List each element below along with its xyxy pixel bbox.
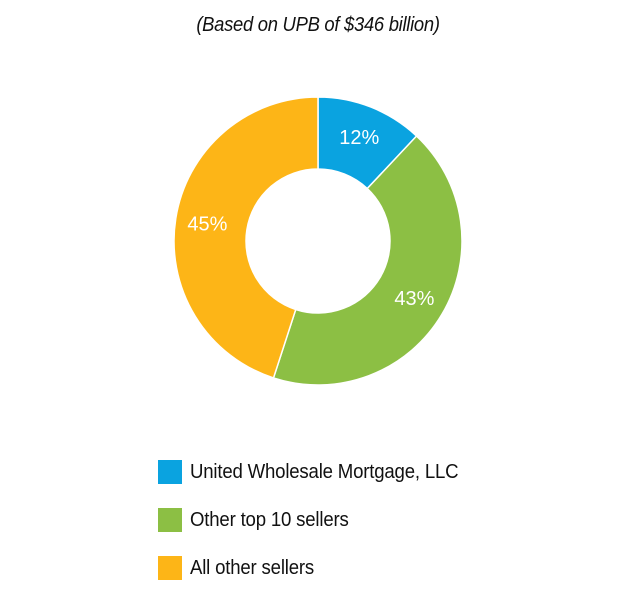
legend-swatch-united-wholesale-mortgage (158, 460, 182, 484)
legend-label-all-other-sellers: All other sellers (190, 556, 314, 579)
legend-item-all-other-sellers: All other sellers (158, 544, 479, 592)
donut-slice-label-united-wholesale-mortgage: 12% (339, 127, 379, 149)
legend-label-united-wholesale-mortgage: United Wholesale Mortgage, LLC (190, 460, 459, 483)
legend-swatch-all-other-sellers (158, 556, 182, 580)
donut-chart: 12% 43% 45% (173, 96, 463, 386)
chart-legend: United Wholesale Mortgage, LLC Other top… (158, 448, 479, 592)
legend-item-united-wholesale-mortgage: United Wholesale Mortgage, LLC (158, 448, 479, 496)
donut-slice-all-other-sellers (173, 96, 319, 379)
chart-subtitle: (Based on UPB of $346 billion) (196, 14, 440, 36)
legend-label-other-top-10-sellers: Other top 10 sellers (190, 508, 349, 531)
legend-item-other-top-10-sellers: Other top 10 sellers (158, 496, 479, 544)
legend-swatch-other-top-10-sellers (158, 508, 182, 532)
donut-slice-label-other-top-10-sellers: 43% (394, 288, 434, 310)
donut-slice-other-top-10-sellers (272, 134, 463, 386)
donut-slice-label-all-other-sellers: 45% (187, 213, 227, 235)
